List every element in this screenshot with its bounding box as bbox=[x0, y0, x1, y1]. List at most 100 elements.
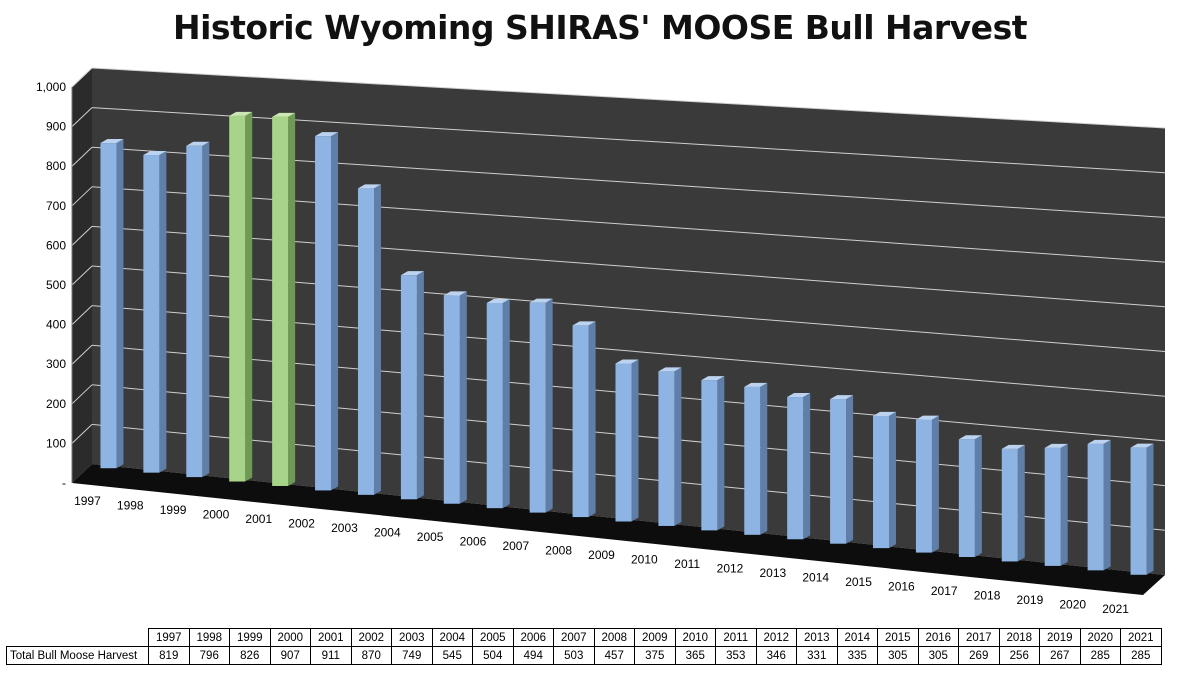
gridline bbox=[91, 265, 1166, 352]
table-year-cell: 2017 bbox=[958, 628, 1000, 647]
gridline bbox=[91, 146, 1166, 218]
table-year-cell: 1998 bbox=[188, 628, 230, 647]
x-tick-label: 2019 bbox=[1017, 593, 1044, 607]
x-tick-label: 2020 bbox=[1059, 597, 1086, 611]
bar-face bbox=[529, 302, 546, 513]
table-value-cell: 545 bbox=[431, 646, 473, 665]
bar-side bbox=[588, 321, 596, 518]
y-tick-label: 700 bbox=[46, 199, 66, 213]
bar-face bbox=[315, 136, 332, 491]
bar-top bbox=[443, 291, 467, 296]
bar-2005 bbox=[443, 291, 467, 504]
x-tick-label: 2008 bbox=[545, 544, 572, 558]
bar-2012 bbox=[744, 382, 768, 535]
y-tick-label: 900 bbox=[46, 120, 66, 134]
x-tick-label: 1999 bbox=[160, 503, 187, 517]
table-year-cell: 2000 bbox=[269, 628, 311, 647]
table-value-cell: 819 bbox=[148, 646, 190, 665]
table-year-cell: 2020 bbox=[1079, 628, 1121, 647]
bar-2015 bbox=[873, 411, 897, 549]
bar-2001 bbox=[272, 112, 296, 486]
table-year-cell: 2007 bbox=[553, 628, 595, 647]
bar-face bbox=[958, 439, 975, 558]
table-year-cell: 2016 bbox=[917, 628, 959, 647]
gridline-side bbox=[71, 107, 93, 127]
table-value-cell: 335 bbox=[836, 646, 878, 665]
table-value-cell: 375 bbox=[634, 646, 676, 665]
bar-side bbox=[889, 411, 897, 549]
x-tick-label: 2014 bbox=[802, 570, 829, 584]
table-value-cell: 346 bbox=[755, 646, 797, 665]
bar-side bbox=[631, 359, 639, 522]
bar-2019 bbox=[1044, 443, 1068, 566]
table-value-cell: 826 bbox=[229, 646, 271, 665]
gridline-side bbox=[71, 146, 93, 167]
table-year-cell: 1999 bbox=[229, 628, 271, 647]
bar-top bbox=[357, 184, 381, 189]
gridline-side bbox=[71, 344, 93, 365]
bar-2009 bbox=[615, 359, 639, 522]
table-year-cell: 2001 bbox=[310, 628, 352, 647]
bar-side bbox=[288, 112, 296, 486]
bar-face bbox=[186, 145, 203, 478]
x-tick-label: 2006 bbox=[460, 535, 487, 549]
bar-top bbox=[1044, 443, 1068, 448]
table-header-row: 1997 1998 1999 2000 2001 2002 2003 2004 2005 2006… bbox=[7, 628, 1162, 647]
table-value-cell: 285 bbox=[1079, 646, 1121, 665]
x-tick-label: 2015 bbox=[845, 575, 872, 589]
bar-side bbox=[803, 393, 811, 540]
bar-2006 bbox=[486, 298, 510, 509]
bar-top bbox=[1087, 439, 1111, 444]
table-year-cell: 2015 bbox=[877, 628, 919, 647]
table-year-cell: 2013 bbox=[796, 628, 838, 647]
bar-2000 bbox=[229, 111, 253, 482]
x-tick-label: 2002 bbox=[288, 517, 315, 531]
bar-side bbox=[1017, 444, 1025, 562]
bar-top bbox=[186, 141, 210, 146]
bar-face bbox=[873, 415, 890, 549]
gridline bbox=[91, 225, 1166, 308]
bar-face bbox=[1087, 443, 1104, 571]
gridline-side bbox=[71, 226, 93, 246]
floor bbox=[72, 464, 1165, 595]
bar-2013 bbox=[787, 393, 811, 540]
bar-face bbox=[1044, 447, 1061, 566]
bar-face bbox=[400, 275, 417, 500]
bar-top bbox=[100, 139, 124, 144]
bar-2016 bbox=[915, 415, 939, 553]
bar-top bbox=[486, 298, 510, 303]
bar-1997 bbox=[100, 139, 124, 469]
y-tick-label: 200 bbox=[46, 397, 66, 411]
bar-2004 bbox=[400, 271, 424, 500]
plot-floor bbox=[72, 464, 1165, 595]
x-tick-label: 2005 bbox=[417, 530, 444, 544]
gridline bbox=[91, 186, 1166, 263]
x-tick-label: 2012 bbox=[717, 561, 744, 575]
bar-2018 bbox=[1001, 444, 1025, 562]
x-tick-label: 2011 bbox=[674, 557, 700, 571]
bar-face bbox=[443, 295, 460, 504]
table-value-cell: 285 bbox=[1120, 646, 1162, 665]
bar-side bbox=[245, 111, 253, 482]
bar-top bbox=[315, 132, 339, 137]
x-tick-label: 1997 bbox=[74, 494, 101, 508]
x-tick-label: 2004 bbox=[374, 526, 401, 540]
bar-side bbox=[1103, 439, 1111, 571]
bar-2014 bbox=[830, 395, 854, 544]
x-tick-label: 2016 bbox=[888, 579, 915, 593]
x-tick-label: 2013 bbox=[760, 566, 787, 580]
bar-top bbox=[744, 382, 768, 387]
chart-title: Historic Wyoming SHIRAS' MOOSE Bull Harv… bbox=[173, 8, 1027, 47]
gridline bbox=[91, 305, 1166, 397]
table-year-cell: 2009 bbox=[634, 628, 676, 647]
bar-2011 bbox=[701, 376, 725, 531]
gridline-side bbox=[71, 265, 93, 286]
table-year-cell: 2018 bbox=[998, 628, 1040, 647]
bar-side bbox=[974, 435, 982, 558]
table-value-cell: 911 bbox=[310, 646, 352, 665]
bar-top bbox=[529, 298, 553, 303]
bar-top bbox=[272, 112, 296, 117]
bar-face bbox=[830, 399, 847, 544]
bar-side bbox=[502, 298, 510, 509]
